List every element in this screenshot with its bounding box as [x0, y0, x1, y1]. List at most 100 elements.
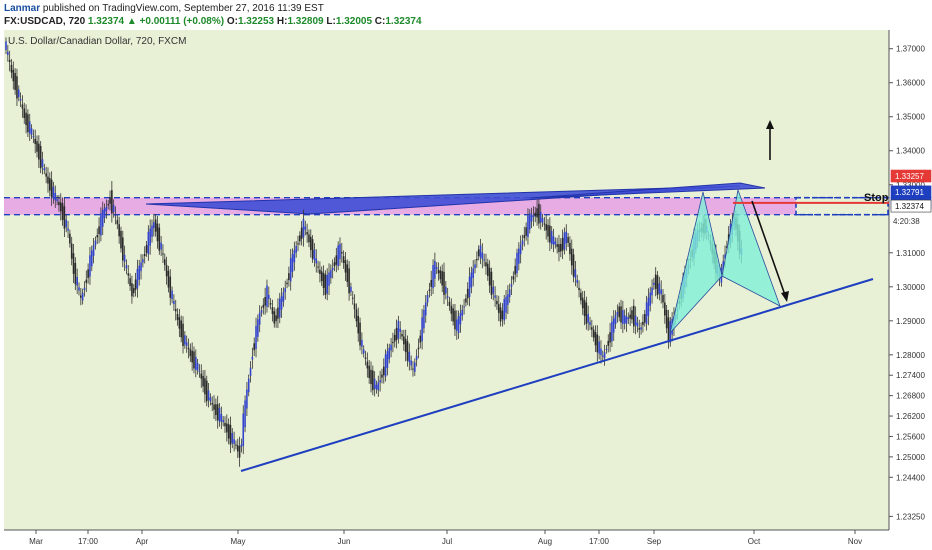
candle-body	[543, 223, 546, 225]
time-ticks: Mar 17:00 Apr May Jun Jul Aug 17:00 Sep Oct Nov	[29, 530, 862, 546]
candle	[216, 395, 219, 429]
candle-body	[45, 173, 47, 177]
candle-body	[56, 199, 58, 202]
candle-body	[503, 299, 506, 321]
candle-body	[424, 302, 427, 316]
author-link[interactable]: Lanmar	[4, 3, 41, 14]
candle	[397, 315, 400, 344]
candle-body	[589, 321, 591, 325]
candle-body	[202, 375, 204, 387]
candle	[622, 300, 624, 334]
candle-body	[667, 317, 670, 342]
candle-body	[158, 227, 161, 251]
candle-body	[238, 445, 241, 458]
candle	[273, 307, 276, 328]
candle	[271, 299, 274, 322]
candle-body	[611, 321, 613, 342]
candle-body	[388, 347, 391, 360]
harmonic-leg-xab	[669, 191, 723, 335]
candle	[268, 286, 270, 308]
candle-body	[581, 297, 584, 309]
time-axis[interactable]	[0, 530, 932, 550]
candle-body	[171, 290, 173, 300]
candle	[56, 194, 58, 206]
candle	[578, 280, 580, 298]
candle-body	[288, 273, 290, 280]
candle	[337, 241, 339, 271]
candle-body	[304, 226, 307, 230]
candle-body	[578, 287, 580, 291]
candle-body	[70, 243, 73, 259]
candle-body	[410, 360, 412, 366]
candle-body	[249, 367, 252, 376]
candle-body	[612, 318, 615, 333]
candle-body	[563, 232, 566, 250]
candle-body	[574, 269, 577, 278]
price-tick-label: 1.26800	[896, 392, 925, 401]
time-tick-label: Mar	[29, 537, 43, 546]
candle	[536, 199, 538, 226]
candle	[492, 280, 495, 301]
candle-body	[258, 312, 261, 325]
candle-body	[69, 233, 71, 244]
candle	[419, 329, 422, 349]
candle	[333, 257, 336, 272]
candle	[282, 287, 285, 307]
candle-body	[386, 351, 389, 368]
candle-body	[490, 271, 493, 295]
candle	[266, 279, 268, 313]
candle	[386, 343, 389, 376]
candle-body	[222, 420, 224, 423]
candle-body	[609, 332, 611, 343]
symbol-label[interactable]: FX:USDCAD, 720	[4, 16, 86, 27]
candle-body	[153, 222, 155, 229]
candle-body	[445, 286, 447, 294]
candle	[315, 249, 318, 273]
candle-body	[423, 309, 425, 329]
candle	[100, 207, 102, 242]
candle-body	[481, 252, 484, 260]
candle	[173, 294, 175, 311]
candle	[116, 215, 119, 230]
candle-body	[28, 121, 31, 134]
candle	[240, 438, 243, 453]
candle-body	[180, 320, 182, 338]
candle-body	[112, 205, 115, 212]
candle-body	[477, 249, 480, 257]
candle	[80, 287, 82, 306]
candle-body	[348, 268, 350, 294]
candle	[226, 414, 228, 442]
candle-body	[149, 228, 151, 246]
candle-body	[63, 206, 66, 229]
candle	[196, 358, 199, 375]
candle	[257, 314, 259, 342]
candle	[382, 358, 385, 384]
candle-body	[550, 231, 553, 244]
price-axis[interactable]	[889, 30, 932, 530]
candle	[665, 305, 668, 334]
candle-body	[437, 269, 440, 274]
candle	[496, 295, 498, 310]
candle	[620, 299, 622, 330]
candle-body	[397, 320, 400, 339]
last-price: 1.32374	[87, 16, 125, 27]
candle-body	[147, 231, 150, 255]
candle	[45, 166, 47, 184]
candle	[483, 253, 485, 267]
candle	[550, 226, 553, 249]
candle	[288, 266, 290, 287]
candle	[357, 307, 360, 342]
candle	[539, 204, 542, 230]
candle	[293, 241, 296, 271]
candle-body	[536, 208, 538, 218]
candle	[63, 198, 66, 237]
candle	[530, 207, 533, 229]
candle-body	[457, 316, 460, 334]
zone-projection-box	[795, 196, 889, 216]
candle	[300, 220, 303, 246]
candle-body	[631, 310, 633, 320]
candle	[457, 310, 460, 339]
candle-body	[41, 159, 44, 167]
candle	[351, 291, 354, 305]
